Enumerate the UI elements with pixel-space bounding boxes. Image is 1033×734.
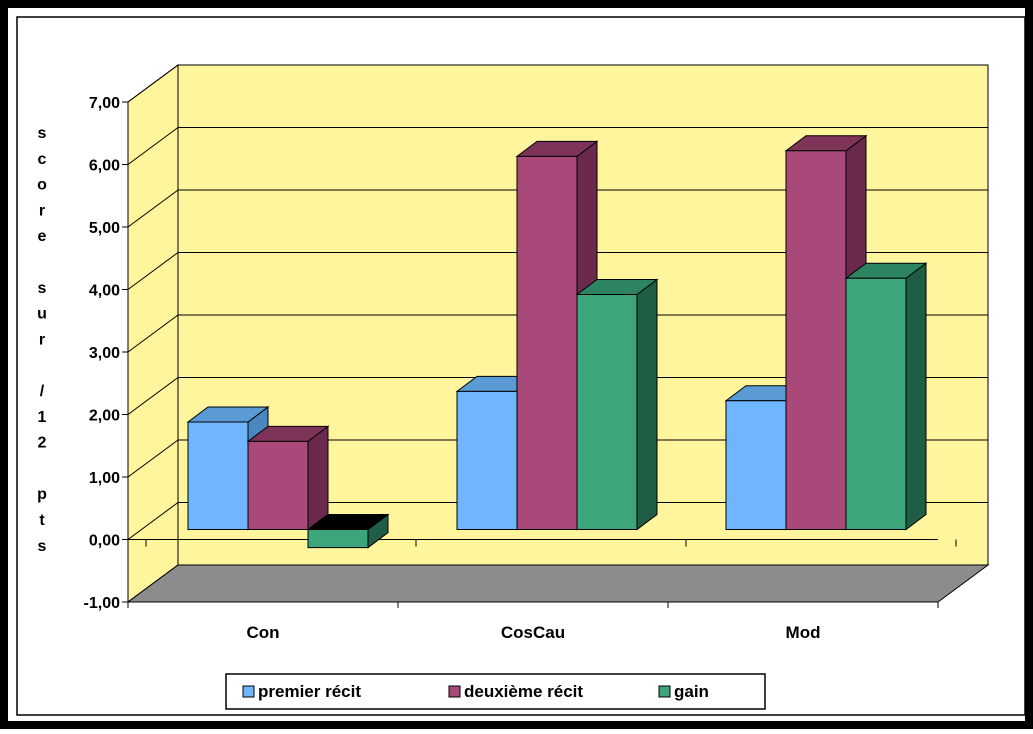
gridline-side [127, 377, 179, 415]
legend-swatch [448, 685, 461, 698]
y-axis-title-char: s [38, 125, 47, 142]
bar-front [516, 155, 578, 530]
bars [186, 134, 928, 549]
bar-front [247, 440, 309, 530]
bar-front [456, 390, 518, 530]
y-axis-title-char: e [38, 228, 47, 245]
y-tick-label: 0,00 [89, 533, 120, 550]
floor [126, 564, 990, 603]
y-axis-title-char: t [39, 512, 45, 529]
x-tick-label: Mod [786, 623, 821, 642]
bar [784, 134, 868, 531]
bar-front [187, 421, 249, 530]
y-tick-label: 2,00 [89, 408, 120, 425]
gridline-side [127, 127, 179, 165]
gridline-side [127, 189, 179, 228]
bar [844, 262, 928, 531]
gridline-side [127, 64, 179, 103]
y-tick-label: 6,00 [89, 158, 120, 175]
bar [246, 425, 330, 531]
legend-label: premier récit [258, 682, 361, 701]
x-tick-label: CosCau [501, 623, 565, 642]
gridline-side [127, 252, 179, 290]
y-axis-title-char: c [38, 151, 47, 168]
category-axis: Con CosCau Mod [127, 539, 957, 642]
y-axis-title-char: o [37, 177, 47, 194]
bar-front [307, 529, 369, 549]
y-axis-title-char: 2 [38, 435, 47, 452]
y-tick-label: 4,00 [89, 283, 120, 300]
legend-label: deuxième récit [464, 682, 583, 701]
bar-side [636, 278, 658, 531]
y-tick-label: 7,00 [89, 95, 120, 112]
bar [575, 278, 659, 531]
gridline-side [127, 314, 179, 353]
bar-front [725, 400, 787, 530]
x-tick-label: Con [246, 623, 279, 642]
y-axis-title-char: r [39, 331, 45, 348]
y-axis-title-char: u [37, 306, 47, 323]
bar [306, 513, 390, 549]
value-axis: -1,00 0,00 1,00 2,00 3,00 4,00 5,00 6,00 7,00 [84, 95, 129, 612]
legend-label: gain [674, 682, 709, 701]
bar-side [905, 262, 927, 531]
legend-swatch [242, 685, 255, 698]
y-axis-title-char: / [40, 383, 45, 400]
legend: premier récit deuxième récit gain [225, 673, 766, 710]
bar-side [307, 425, 329, 531]
legend-swatch [658, 685, 671, 698]
y-axis-title-char: s [38, 280, 47, 297]
y-axis-title-char: 1 [38, 409, 47, 426]
gridline-side [127, 502, 179, 540]
bar-front [785, 150, 847, 530]
bar-front [845, 277, 907, 530]
y-tick-label: 3,00 [89, 345, 120, 362]
y-tick-label: 5,00 [89, 220, 120, 237]
bar-front [576, 294, 638, 530]
y-axis-title-char: r [39, 202, 45, 219]
legend-box [225, 673, 766, 710]
y-axis-title-char: p [37, 486, 47, 503]
y-tick-label: 1,00 [89, 470, 120, 487]
y-tick-label: -1,00 [84, 595, 121, 612]
gridline-side [127, 439, 179, 478]
y-axis-title-char: s [38, 538, 47, 555]
